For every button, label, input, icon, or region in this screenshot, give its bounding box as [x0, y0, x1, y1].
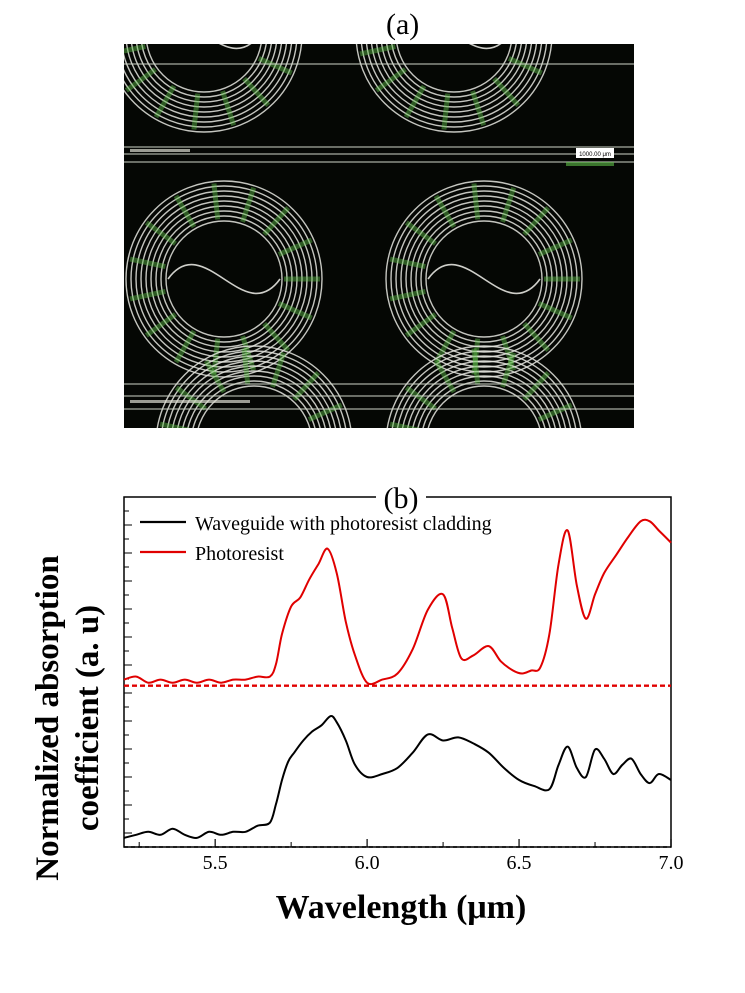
- y-axis-label-line2: coefficient (a. u): [70, 605, 106, 831]
- x-ticks: [138, 839, 672, 847]
- panel-b-label: (b): [384, 482, 419, 515]
- x-tick-label: 7.0: [659, 852, 684, 874]
- x-tick-label: 5.5: [203, 852, 228, 874]
- alignment-marks: [130, 149, 250, 403]
- spiral-ring-2: [355, 44, 553, 133]
- legend: Waveguide with photoresist cladding Phot…: [140, 513, 492, 565]
- scale-bar-text: 1000.00 μm: [579, 152, 611, 158]
- legend-label-waveguide: Waveguide with photoresist cladding: [195, 513, 492, 535]
- series-line-2: [123, 518, 672, 686]
- y-axis-label-line1: Normalized absorption: [30, 555, 66, 880]
- x-axis-label: Wavelength (μm): [276, 889, 527, 926]
- spiral-ring-5: [156, 345, 352, 428]
- spiral-ring-1: [124, 44, 303, 133]
- panel-a-label: (a): [386, 8, 420, 41]
- spiral-ring-4: [385, 180, 583, 378]
- scale-bar: 1000.00 μm: [566, 148, 614, 166]
- legend-label-photoresist: Photoresist: [195, 543, 284, 565]
- spiral-ring-6: [386, 345, 582, 428]
- absorption-chart: 5.5 6.0 6.5 7.0 Waveguide with photoresist …: [30, 482, 684, 926]
- micrograph-image: 1000.00 μm: [124, 44, 634, 428]
- x-tick-labels: 5.5 6.0 6.5 7.0: [203, 852, 684, 874]
- series-line-1: [123, 715, 672, 839]
- series-layer: [123, 518, 672, 848]
- spiral-ring-3: [125, 180, 323, 378]
- x-tick-label: 6.5: [507, 852, 532, 874]
- y-minor-ticks: [124, 510, 132, 834]
- x-tick-label: 6.0: [355, 852, 380, 874]
